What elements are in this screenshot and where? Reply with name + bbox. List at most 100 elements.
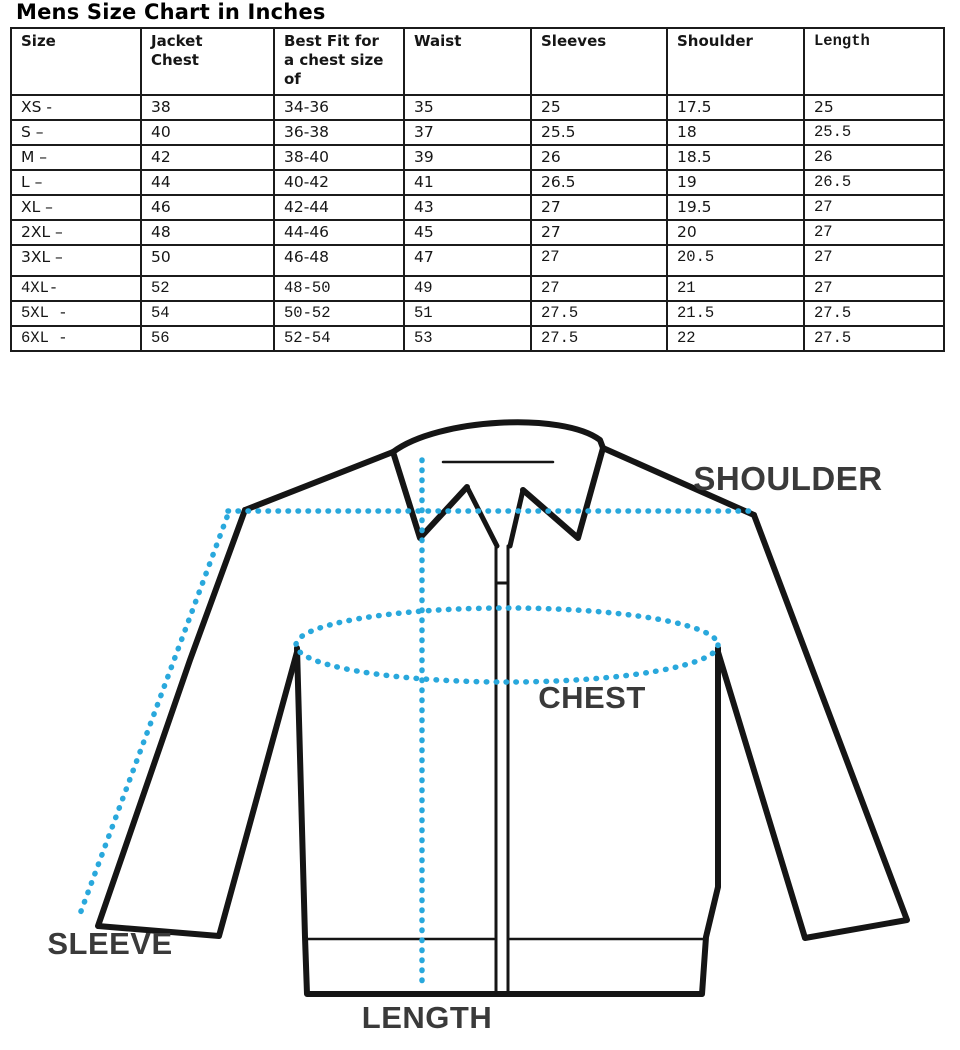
table-cell: 26	[530, 144, 668, 171]
table-cell: 50-52	[273, 300, 405, 327]
table-cell: 38-40	[273, 144, 405, 171]
table-cell: 41	[403, 169, 532, 196]
table-cell: 35	[403, 94, 532, 121]
table-cell: 27	[803, 194, 945, 221]
table-cell: 52	[140, 275, 275, 302]
column-header: Sleeves	[530, 27, 668, 96]
table-cell: 26.5	[530, 169, 668, 196]
table-cell: 34-36	[273, 94, 405, 121]
table-cell: 46	[140, 194, 275, 221]
shoulder-label: SHOULDER	[693, 460, 882, 497]
table-cell: 27.5	[530, 300, 668, 327]
table-cell: 26.5	[803, 169, 945, 196]
table-row: XL –46 42-44 43 27 19.5 27	[10, 194, 945, 221]
table-cell: S –	[10, 119, 142, 146]
table-cell: 49	[403, 275, 532, 302]
table-cell: M –	[10, 144, 142, 171]
table-cell: 38	[140, 94, 275, 121]
table-cell: 27.5	[803, 300, 945, 327]
table-cell: 22	[666, 325, 805, 352]
table-cell: 37	[403, 119, 532, 146]
chest-label: CHEST	[538, 680, 646, 715]
chest-measure-ellipse	[293, 605, 721, 685]
table-cell: XS -	[10, 94, 142, 121]
table-cell: 52-54	[273, 325, 405, 352]
table-cell: 19.5	[666, 194, 805, 221]
column-header: Best Fit for a chest size of	[273, 27, 405, 96]
table-cell: 25	[803, 94, 945, 121]
table-cell: 48-50	[273, 275, 405, 302]
right-shoulder-line	[600, 445, 757, 518]
left-sleeve	[95, 507, 300, 939]
table-cell: 45	[403, 219, 532, 246]
table-cell: 47	[403, 244, 532, 277]
table-cell: 18.5	[666, 144, 805, 171]
table-cell: 2XL –	[10, 219, 142, 246]
sleeve-label: SLEEVE	[47, 926, 172, 961]
table-cell: 20.5	[666, 244, 805, 277]
table-row: 5XL -54 50-52 51 27.5 21.5 27.5	[10, 300, 945, 327]
table-cell: 21	[666, 275, 805, 302]
size-chart-table: Size Jacket Chest Best Fit for a chest siz…	[10, 27, 945, 352]
table-row: 6XL -56 52-54 53 27.5 22 27.5	[10, 325, 945, 352]
left-shoulder-line	[242, 449, 396, 513]
jacket-measurement-diagram: SHOULDER CHEST SLEEVE LENGTH	[47, 419, 910, 1035]
table-cell: 42-44	[273, 194, 405, 221]
table-cell: XL –	[10, 194, 142, 221]
table-cell: 46-48	[273, 244, 405, 277]
neck-v-right	[507, 487, 526, 549]
table-cell: 27	[803, 244, 945, 277]
table-cell: 48	[140, 219, 275, 246]
table-body: XS -38 34-36 35 25 17.5 25 S –40 36-38 37 25.5 18 2…	[10, 94, 945, 352]
column-header: Jacket Chest	[140, 27, 275, 96]
table-cell: 27	[530, 219, 668, 246]
table-cell: 39	[403, 144, 532, 171]
table-cell: 44-46	[273, 219, 405, 246]
table-cell: 18	[666, 119, 805, 146]
table-cell: 54	[140, 300, 275, 327]
length-label: LENGTH	[362, 1000, 492, 1035]
collar-left-flap	[390, 449, 470, 541]
table-header: Size Jacket Chest Best Fit for a chest siz…	[10, 27, 945, 96]
table-row: XS -38 34-36 35 25 17.5 25	[10, 94, 945, 121]
table-cell: 27.5	[803, 325, 945, 352]
table-cell: 20	[666, 219, 805, 246]
column-header: Waist	[403, 27, 532, 96]
header-row: Size Jacket Chest Best Fit for a chest siz…	[10, 27, 945, 96]
table-cell: 56	[140, 325, 275, 352]
table-cell: 51	[403, 300, 532, 327]
table-cell: 44	[140, 169, 275, 196]
table-cell: 27	[530, 244, 668, 277]
collar-right-flap	[520, 445, 606, 541]
table-row: L –44 40-42 41 26.5 19 26.5	[10, 169, 945, 196]
table-cell: 40	[140, 119, 275, 146]
table-cell: 25.5	[803, 119, 945, 146]
table-row: 2XL –48 44-46 45 27 20 27	[10, 219, 945, 246]
column-header: Shoulder	[666, 27, 805, 96]
table-cell: 27	[530, 194, 668, 221]
table-cell: 25.5	[530, 119, 668, 146]
zipper	[494, 544, 510, 994]
table-cell: 26	[803, 144, 945, 171]
table-cell: 27	[803, 219, 945, 246]
table-cell: 5XL -	[10, 300, 142, 327]
collar-outer	[390, 419, 606, 455]
sleeve-measure-line	[77, 514, 230, 917]
table-cell: 43	[403, 194, 532, 221]
table-cell: 27	[803, 275, 945, 302]
column-header: Size	[10, 27, 142, 96]
body-outline	[294, 645, 721, 997]
table-cell: 27.5	[530, 325, 668, 352]
table-cell: 42	[140, 144, 275, 171]
neck-v-left	[464, 484, 500, 549]
right-sleeve	[715, 512, 910, 941]
table-cell: 17.5	[666, 94, 805, 121]
table-row: S –40 36-38 37 25.5 18 25.5	[10, 119, 945, 146]
table-cell: L –	[10, 169, 142, 196]
table-row: 3XL –50 46-48 47 27 20.5 27	[10, 244, 945, 277]
table-cell: 21.5	[666, 300, 805, 327]
table-cell: 36-38	[273, 119, 405, 146]
table-cell: 50	[140, 244, 275, 277]
table-cell: 53	[403, 325, 532, 352]
table-row: M –42 38-40 39 26 18.5 26	[10, 144, 945, 171]
